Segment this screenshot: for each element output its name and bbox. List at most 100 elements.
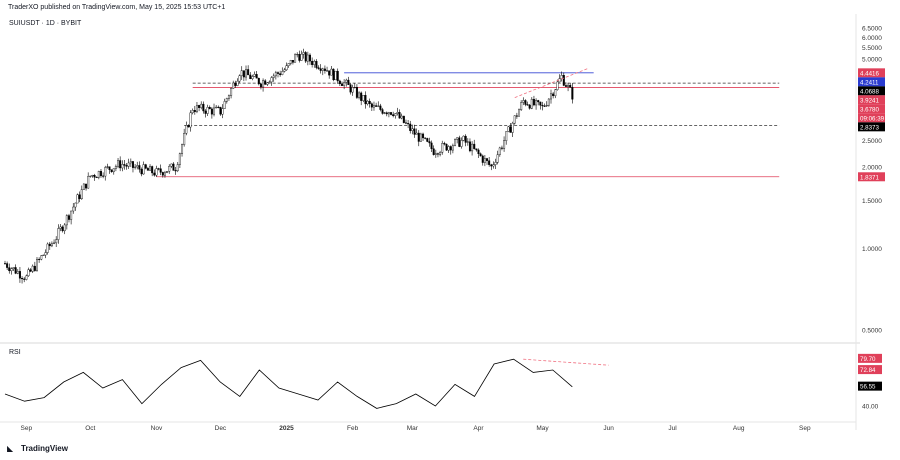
candle-body (396, 112, 399, 114)
candle-body (377, 105, 380, 107)
candle-body (321, 68, 324, 71)
candle-body (500, 147, 503, 149)
time-tick-label: Jun (603, 425, 614, 432)
candle-body (443, 143, 446, 145)
candle-body (40, 255, 43, 260)
candle-body (300, 53, 303, 61)
candle-body (259, 83, 262, 88)
candle-body (57, 228, 60, 240)
candle-body (545, 104, 548, 107)
candle-body (102, 175, 105, 177)
candle-body (70, 210, 73, 220)
candle-body (129, 161, 132, 164)
candle-body (464, 135, 467, 143)
candle-body (42, 254, 45, 256)
candle-body (475, 148, 478, 151)
candle-body (571, 87, 574, 100)
candle-body (415, 132, 418, 135)
candle-body (496, 154, 499, 163)
candle-body (110, 169, 113, 173)
candle-body (14, 267, 17, 274)
price-tag-box (858, 95, 885, 105)
candle-body (296, 54, 299, 56)
candle-body (419, 133, 422, 142)
price-tag-box (858, 77, 885, 87)
candle-body (63, 224, 66, 232)
candle-body (306, 54, 309, 62)
rsi-tag-text: 79.70 (860, 356, 876, 363)
candle-body (104, 167, 107, 177)
time-tick-label: Sep (21, 425, 33, 432)
candle-body (255, 74, 258, 79)
candle-body (219, 106, 222, 115)
candle-body (483, 158, 486, 163)
candle-body (283, 69, 286, 72)
candle-body (48, 243, 51, 247)
candle-body (302, 52, 305, 55)
candle-body (550, 93, 553, 100)
candle-body (340, 83, 343, 86)
trend-lines[interactable] (514, 68, 588, 98)
candle-body (46, 243, 49, 253)
candle-body (117, 160, 120, 167)
price-tag-text: 4.2411 (860, 79, 879, 86)
candle-body (215, 106, 218, 109)
candle-body (490, 164, 493, 167)
candle-body (323, 68, 326, 71)
candle-body (394, 113, 397, 117)
candle-body (168, 166, 171, 172)
candle-body (349, 84, 352, 93)
candle-body (522, 100, 525, 103)
candle-body (562, 75, 565, 86)
candle-body (193, 110, 196, 112)
candle-body (183, 133, 186, 145)
candle-body (447, 146, 450, 151)
candle-body (564, 85, 567, 87)
rsi-tag-box (858, 365, 882, 375)
candle-body (432, 148, 435, 155)
candle-body (436, 153, 439, 155)
time-tick-label: Oct (85, 425, 95, 432)
candle-body (123, 164, 126, 166)
candle-body (151, 166, 154, 174)
candle-body (72, 206, 75, 212)
candle-body (87, 176, 90, 189)
candle-body (166, 171, 169, 174)
candle-body (119, 160, 122, 169)
candle-body (89, 175, 92, 177)
rsi-pane (4, 358, 609, 409)
candle-body (85, 183, 88, 189)
candle-body (264, 80, 267, 85)
candle-body (274, 72, 277, 77)
candle-body (12, 267, 15, 269)
candle-body (311, 60, 314, 65)
tradingview-logo[interactable]: ◣ TradingView (7, 444, 68, 453)
candle-body (332, 68, 335, 81)
time-tick-label: May (536, 425, 549, 432)
candle-body (125, 165, 128, 167)
candle-body (370, 103, 373, 108)
candle-body (210, 108, 213, 115)
candle-body (272, 75, 275, 78)
candle-body (23, 278, 26, 280)
candle-body (454, 139, 457, 146)
rsi-tag-text: 56.55 (860, 384, 876, 391)
candle-body (317, 67, 320, 69)
candle-body (560, 75, 563, 79)
candle-body (400, 115, 403, 119)
candle-body (176, 164, 179, 171)
candle-body (287, 63, 290, 66)
candle-body (140, 169, 143, 175)
candle-body (6, 263, 9, 268)
candle-body (526, 104, 529, 106)
candle-body (178, 153, 181, 165)
candle-body (509, 126, 512, 133)
candle-body (289, 60, 292, 64)
candle-body (136, 165, 139, 168)
candle-body (191, 110, 194, 114)
candle-body (155, 168, 158, 176)
candle-body (488, 160, 491, 165)
horizontal-levels[interactable] (156, 72, 780, 178)
candle-body (121, 164, 124, 169)
